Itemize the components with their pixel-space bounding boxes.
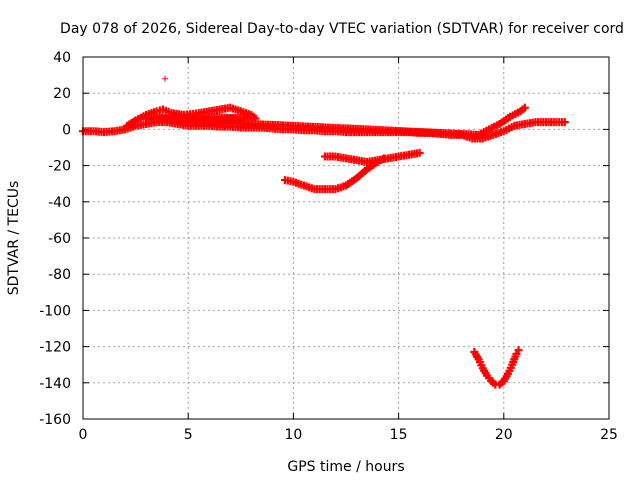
y-tick-label: 40 xyxy=(53,50,71,66)
y-tick-label: -40 xyxy=(48,195,71,211)
series-upper-arcs xyxy=(123,103,529,139)
x-tick-label: 15 xyxy=(390,427,408,443)
series-deep-arc xyxy=(470,346,523,389)
data-point xyxy=(514,346,523,355)
data-point xyxy=(520,103,529,112)
axis-ticks: 0 5 10 15 20 25 40 20 0 -20 -40 -60 -80 -100 -120 -140 -… xyxy=(39,50,618,443)
plot-frame xyxy=(82,56,610,420)
y-tick-label: -140 xyxy=(39,376,71,392)
x-tick-label: 10 xyxy=(284,427,302,443)
x-axis-label: GPS time / hours xyxy=(287,459,404,475)
data-points xyxy=(79,75,569,389)
y-tick-label: 0 xyxy=(62,122,71,138)
data-point xyxy=(162,75,169,82)
y-tick-label: -120 xyxy=(39,340,71,356)
y-tick-label: -20 xyxy=(48,159,71,175)
chart-title: Day 078 of 2026, Sidereal Day-to-day VTE… xyxy=(60,21,624,37)
y-tick-label: -160 xyxy=(39,412,71,428)
data-point xyxy=(415,148,424,157)
y-tick-label: 20 xyxy=(53,86,71,102)
x-tick-label: 20 xyxy=(495,427,513,443)
data-point xyxy=(560,118,569,127)
series-outlier xyxy=(162,75,169,82)
y-tick-label: -60 xyxy=(48,231,71,247)
x-tick-label: 0 xyxy=(79,427,88,443)
x-tick-label: 5 xyxy=(184,427,193,443)
series-mid-band xyxy=(320,148,424,166)
y-tick-label: -100 xyxy=(39,303,71,319)
x-tick-label: 25 xyxy=(600,427,618,443)
y-axis-label: SDTVAR / TECUs xyxy=(6,181,22,296)
y-tick-label: -80 xyxy=(48,267,71,283)
